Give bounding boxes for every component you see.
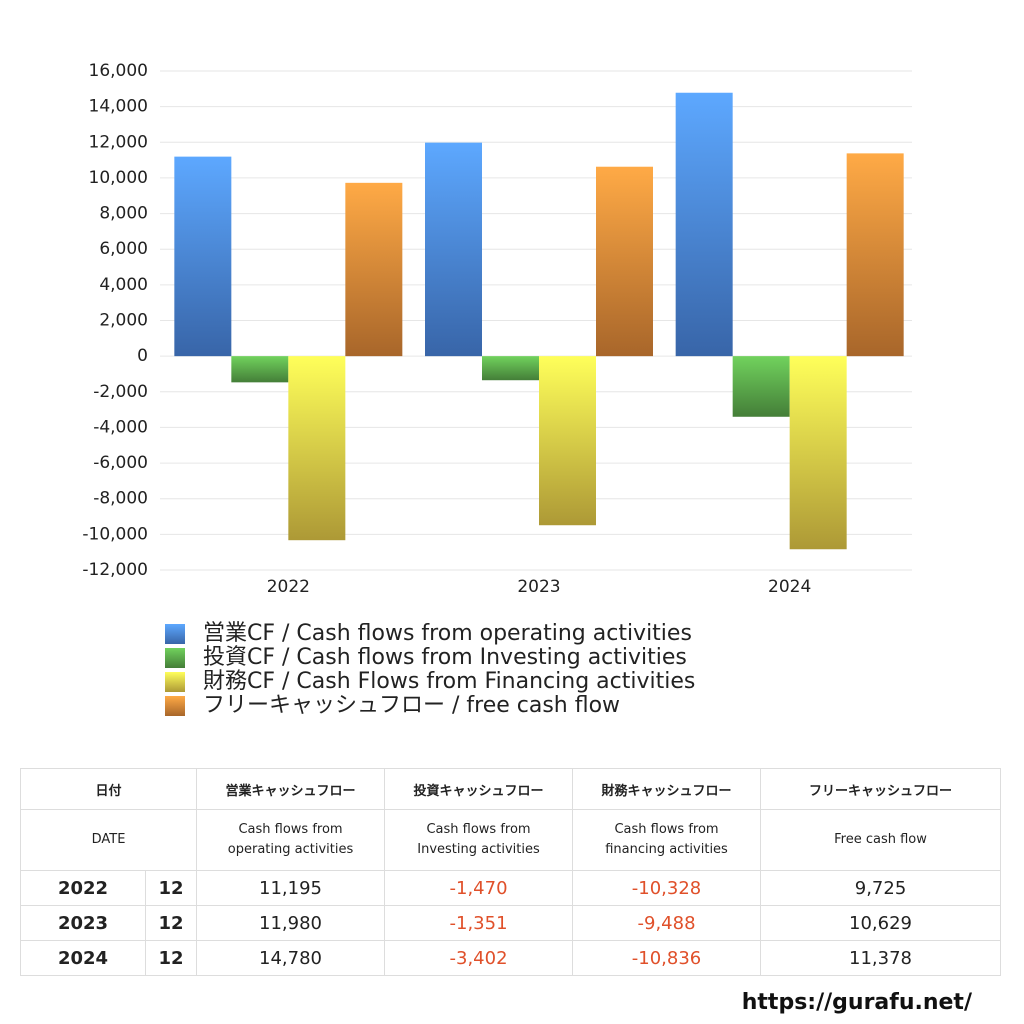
table-row: DATE Cash flows from operating activities C… — [19, 809, 1002, 871]
y-tick-label: -10,000 — [82, 524, 148, 544]
header-en-line: Cash flows from — [426, 822, 531, 837]
date-cell: 2023 — [20, 905, 146, 941]
value-cell: -1,470 — [384, 870, 574, 906]
legend-label: 財務CF / Cash Flows from Financing activit… — [203, 669, 695, 694]
x-tick-label: 2024 — [768, 577, 811, 597]
header-en: Free cash flow — [760, 809, 1002, 871]
x-tick-label: 2023 — [517, 577, 560, 597]
date-cell: 12 — [144, 940, 198, 976]
value-cell: 11,980 — [196, 905, 386, 941]
value-cell: 9,725 — [760, 870, 1002, 906]
header-ja: 投資キャッシュフロー — [384, 768, 574, 810]
header-ja: フリーキャッシュフロー — [760, 768, 1002, 810]
bar — [345, 182, 403, 357]
bar — [789, 356, 847, 550]
bar — [732, 356, 790, 417]
table-row: 日付 営業キャッシュフロー 投資キャッシュフロー 財務キャッシュフロー フリーキャッシュ… — [19, 768, 1002, 810]
footer-url: https://gurafu.net/ — [741, 990, 972, 1015]
y-tick-label: 10,000 — [89, 168, 148, 188]
value-cell: 10,629 — [760, 905, 1002, 941]
y-tick-label: 0 — [137, 346, 148, 366]
y-tick-label: -12,000 — [82, 560, 148, 580]
y-tick-label: 16,000 — [89, 61, 148, 81]
y-tick-label: 14,000 — [89, 97, 148, 117]
value-cell: -9,488 — [572, 905, 762, 941]
legend-label: 営業CF / Cash flows from operating activit… — [203, 621, 692, 646]
bar — [425, 142, 482, 357]
header-en-line: financing activities — [605, 842, 728, 857]
header-en: Cash flows from financing activities — [572, 809, 762, 871]
legend-swatch — [165, 696, 185, 716]
value-cell: -3,402 — [384, 940, 574, 976]
value-cell: 11,378 — [760, 940, 1002, 976]
bar — [482, 356, 539, 381]
header-en-line: Free cash flow — [834, 832, 927, 847]
bar — [846, 153, 904, 357]
y-tick-label: 2,000 — [99, 311, 148, 331]
value-cell: -10,328 — [572, 870, 762, 906]
header-en-line: operating activities — [227, 842, 354, 857]
table-row: 2022 12 11,195 -1,470 -10,328 9,725 — [20, 870, 1002, 906]
value-cell: -10,836 — [572, 940, 762, 976]
bar — [675, 92, 733, 357]
header-en: Cash flows from operating activities — [196, 809, 386, 871]
legend-swatch — [165, 672, 185, 692]
header-en-line: Cash flows from — [614, 822, 719, 837]
bar — [596, 166, 653, 357]
bar — [231, 356, 289, 383]
header-ja: 営業キャッシュフロー — [196, 768, 386, 810]
header-ja: 日付 — [19, 768, 198, 810]
y-tick-label: 4,000 — [99, 275, 148, 295]
header-en-line: Cash flows from — [238, 822, 343, 837]
x-tick-label: 2022 — [267, 577, 310, 597]
header-en-line: DATE — [91, 832, 126, 847]
header-ja: 財務キャッシュフロー — [572, 768, 762, 810]
y-tick-label: 8,000 — [99, 204, 148, 224]
y-tick-label: -2,000 — [93, 382, 148, 402]
value-cell: 11,195 — [196, 870, 386, 906]
bar — [539, 356, 596, 526]
table-row: 2024 12 14,780 -3,402 -10,836 11,378 — [20, 940, 1002, 976]
legend-label: フリーキャッシュフロー / free cash flow — [203, 693, 620, 718]
date-cell: 2022 — [20, 870, 146, 906]
header-en: Cash flows from Investing activities — [384, 809, 574, 871]
header-en: DATE — [19, 809, 198, 871]
y-tick-label: -8,000 — [93, 489, 148, 509]
y-tick-label: -4,000 — [93, 417, 148, 437]
bar — [174, 156, 232, 357]
legend-label: 投資CF / Cash flows from Investing activit… — [203, 645, 687, 670]
data-table: 日付 営業キャッシュフロー 投資キャッシュフロー 財務キャッシュフロー フリーキャッシュ… — [19, 768, 1002, 976]
value-cell: -1,351 — [384, 905, 574, 941]
legend-swatch — [165, 624, 185, 644]
y-tick-label: 12,000 — [89, 132, 148, 152]
legend-swatch — [165, 648, 185, 668]
bar — [288, 356, 346, 541]
date-cell: 12 — [144, 905, 198, 941]
chart: -12,000 -10,000 -8,000 -6,000 -4,000 -2,000 0 2… — [82, 61, 912, 718]
y-tick-label: 6,000 — [99, 239, 148, 259]
date-cell: 12 — [144, 870, 198, 906]
y-tick-label: -6,000 — [93, 453, 148, 473]
table-row: 2023 12 11,980 -1,351 -9,488 10,629 — [20, 905, 1002, 941]
date-cell: 2024 — [20, 940, 146, 976]
header-en-line: Investing activities — [417, 842, 540, 857]
value-cell: 14,780 — [196, 940, 386, 976]
